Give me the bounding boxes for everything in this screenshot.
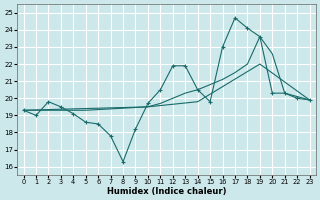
- X-axis label: Humidex (Indice chaleur): Humidex (Indice chaleur): [107, 187, 226, 196]
